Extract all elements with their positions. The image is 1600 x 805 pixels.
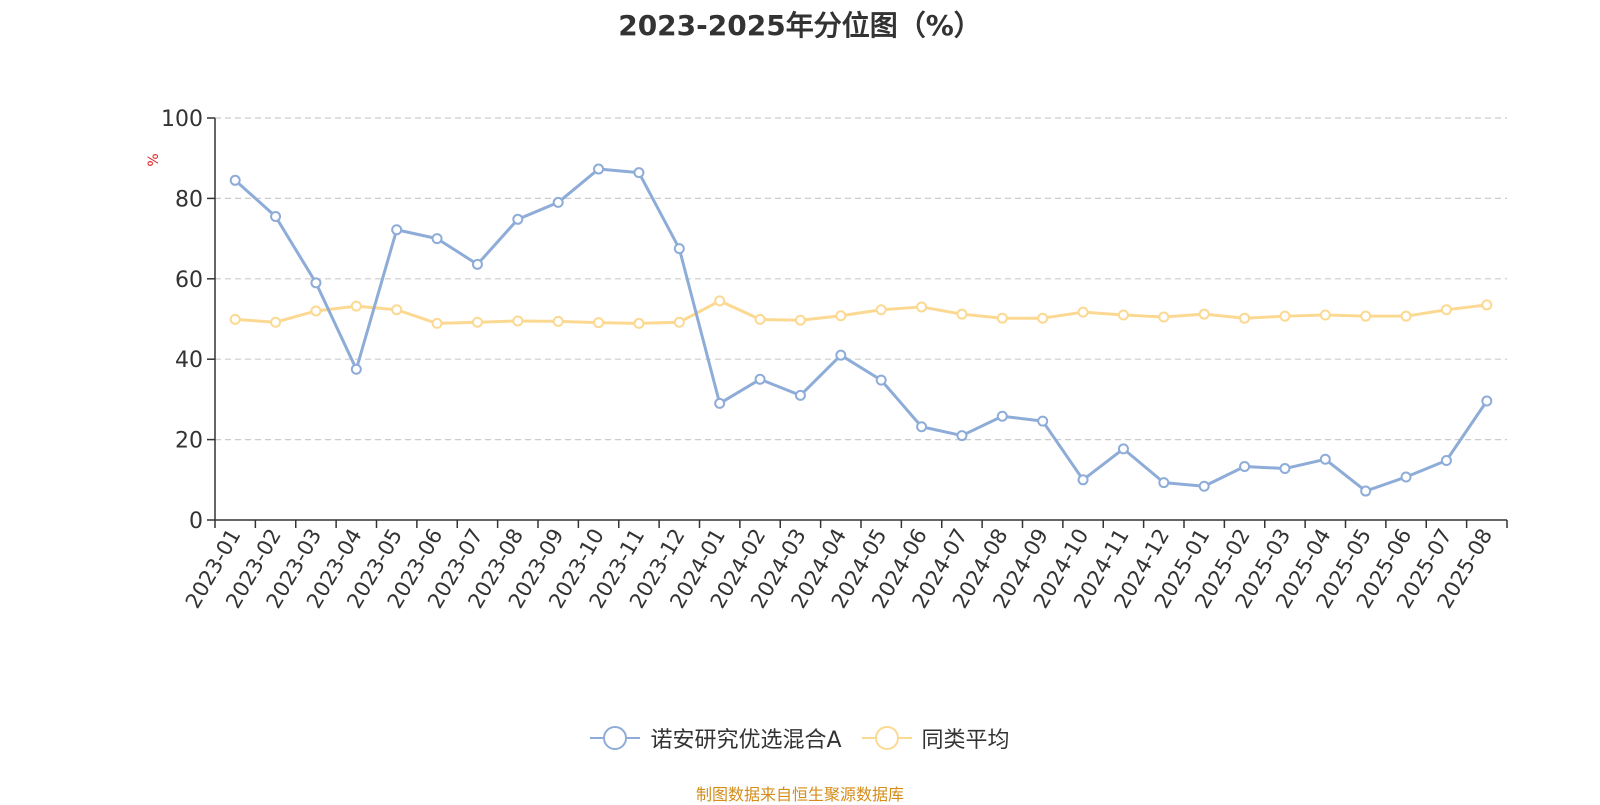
data-point [431,233,443,245]
data-point [794,314,806,326]
data-point [1400,471,1412,483]
source-note: 制图数据来自恒生聚源数据库 [695,785,904,804]
y-tick-label: 0 [189,509,203,534]
y-tick-label: 80 [175,187,203,212]
data-point [270,316,282,328]
data-point [916,421,928,433]
data-point [350,300,362,312]
chart-title: 2023-2025年分位图（%） [618,9,982,42]
legend: 诺安研究优选混合A 同类平均 [0,722,1600,754]
data-point [1360,310,1372,322]
legend-marker-series-2 [861,724,912,752]
legend-label-series-2: 同类平均 [921,728,1010,753]
data-point [1319,453,1331,465]
data-point [916,301,928,313]
series [229,163,1493,497]
data-point [310,277,322,289]
y-tick-label: 60 [175,268,203,293]
data-point [1037,415,1049,427]
data-point [1117,443,1129,455]
data-point [1360,485,1372,497]
data-point [956,308,968,320]
data-point [391,304,403,316]
data-point [1440,304,1452,316]
data-point [1158,477,1170,489]
data-point [1481,299,1493,311]
data-point [552,315,564,327]
y-axis-label: % [146,153,162,166]
data-point [593,317,605,329]
data-point [673,243,685,255]
series-line-1 [234,167,1489,493]
data-point [996,312,1008,324]
data-point [512,213,524,225]
data-point [1400,310,1412,322]
data-point [875,374,887,386]
data-point [1077,474,1089,486]
data-point [633,167,645,179]
data-point [310,305,322,317]
data-point [1481,395,1493,407]
data-point [552,196,564,208]
data-point [1158,311,1170,323]
legend-label-series-1: 诺安研究优选混合A [650,728,842,753]
data-point [1319,309,1331,321]
data-point [673,316,685,328]
legend-marker-series-1 [590,724,641,752]
data-point [1440,455,1452,467]
y-tick-label: 40 [175,348,203,373]
data-point [714,397,726,409]
data-point [471,258,483,270]
data-point [714,295,726,307]
data-point [1077,306,1089,318]
data-point [956,430,968,442]
data-point [593,163,605,175]
data-point [512,315,524,327]
data-point [1279,463,1291,475]
data-point [794,389,806,401]
data-point [1198,480,1210,492]
data-point [835,310,847,322]
data-point [1037,312,1049,324]
data-point [391,224,403,236]
legend-item-series-2[interactable]: 同类平均 [861,722,1010,754]
data-point [633,317,645,329]
y-tick-label: 20 [175,429,203,454]
data-point [1239,461,1251,473]
data-point [754,313,766,325]
data-point [1239,312,1251,324]
data-point [350,363,362,375]
data-point [1279,310,1291,322]
data-point [1117,309,1129,321]
data-point [431,317,443,329]
data-point [229,174,241,186]
grid-lines [215,117,1507,441]
data-point [270,210,282,222]
data-point [875,304,887,316]
series-1 [229,163,1493,497]
data-point [471,316,483,328]
legend-item-series-1[interactable]: 诺安研究优选混合A [590,722,842,754]
data-point [1198,308,1210,320]
series-line-2 [235,299,1487,325]
data-point [996,410,1008,422]
data-point [754,373,766,385]
series-2 [229,295,1493,329]
data-point [229,313,241,325]
data-point [835,349,847,361]
y-tick-label: 100 [161,107,203,132]
